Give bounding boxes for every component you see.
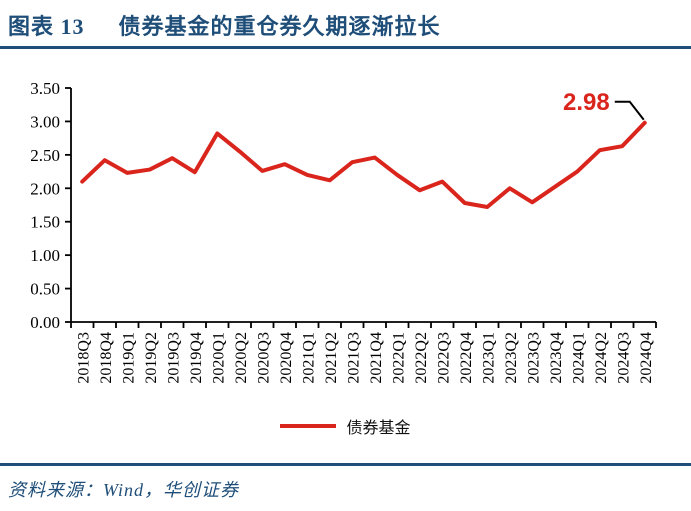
y-axis-tick-label: 3.00 [30, 112, 60, 131]
x-axis-label: 2024Q2 [593, 332, 610, 384]
x-axis-label: 2023Q4 [548, 332, 565, 384]
x-axis-label: 2023Q2 [503, 332, 520, 384]
x-axis-label: 2018Q4 [98, 332, 115, 384]
line-chart: 0.00 0.50 1.00 1.50 2.00 2.50 3.00 3.50 2018Q3 20… [30, 79, 657, 384]
figure-number: 图表 13 [8, 14, 85, 39]
x-axis-label: 2022Q2 [413, 332, 430, 384]
y-axis-tick-label: 2.50 [30, 146, 60, 165]
x-axis-label: 2018Q3 [75, 332, 92, 384]
source-note: 资料来源：Wind，华创证券 [8, 479, 240, 500]
x-axis-label: 2019Q3 [165, 332, 182, 384]
series-line [80, 120, 647, 210]
chart-area: 0.00 0.50 1.00 1.50 2.00 2.50 3.00 3.50 2018Q3 20… [0, 49, 691, 439]
x-axis-label: 2020Q1 [210, 332, 227, 384]
x-axis-label: 2024Q1 [570, 332, 587, 384]
x-axis-label: 2020Q3 [255, 332, 272, 384]
callout-line [614, 100, 645, 121]
x-axis-label: 2024Q3 [615, 332, 632, 384]
x-axis-label: 2022Q3 [435, 332, 452, 384]
x-axis-label: 2021Q2 [323, 332, 340, 384]
data-label: 2.98 [563, 89, 610, 116]
x-axis-label: 2019Q4 [188, 332, 205, 384]
x-axis-label: 2023Q3 [525, 332, 542, 384]
x-axis-label: 2024Q4 [638, 332, 655, 384]
y-axis-tick-label: 1.00 [30, 246, 60, 265]
page-title: 债券基金的重仓券久期逐渐拉长 [118, 14, 441, 39]
chart-legend: 债券基金 [0, 413, 691, 439]
title-divider [0, 46, 691, 49]
legend-line-swatch [280, 424, 337, 428]
legend-label: 债券基金 [346, 420, 411, 437]
x-axis-label: 2022Q4 [458, 332, 475, 384]
y-axis-tick-label: 3.50 [30, 79, 60, 98]
x-axis-label: 2020Q4 [278, 332, 295, 384]
x-axis-label: 2023Q1 [480, 332, 497, 384]
y-axis-tick-label: 1.50 [30, 213, 60, 232]
x-axis-label: 2019Q1 [120, 332, 137, 384]
y-axis-tick-label: 0.00 [30, 313, 60, 332]
figure-header: 图表 13 债券基金的重仓券久期逐渐拉长 [0, 0, 691, 46]
x-axis-label: 2021Q4 [368, 332, 385, 384]
x-axis-label: 2021Q1 [300, 332, 317, 384]
x-axis-label: 2019Q2 [143, 332, 160, 384]
y-axis-tick-label: 0.50 [30, 280, 60, 299]
footer-divider [0, 463, 691, 466]
y-axis-tick-label: 2.00 [30, 179, 60, 198]
x-axis-label: 2021Q3 [345, 332, 362, 384]
x-axis-label: 2020Q2 [233, 332, 250, 384]
x-axis-label: 2022Q1 [390, 332, 407, 384]
